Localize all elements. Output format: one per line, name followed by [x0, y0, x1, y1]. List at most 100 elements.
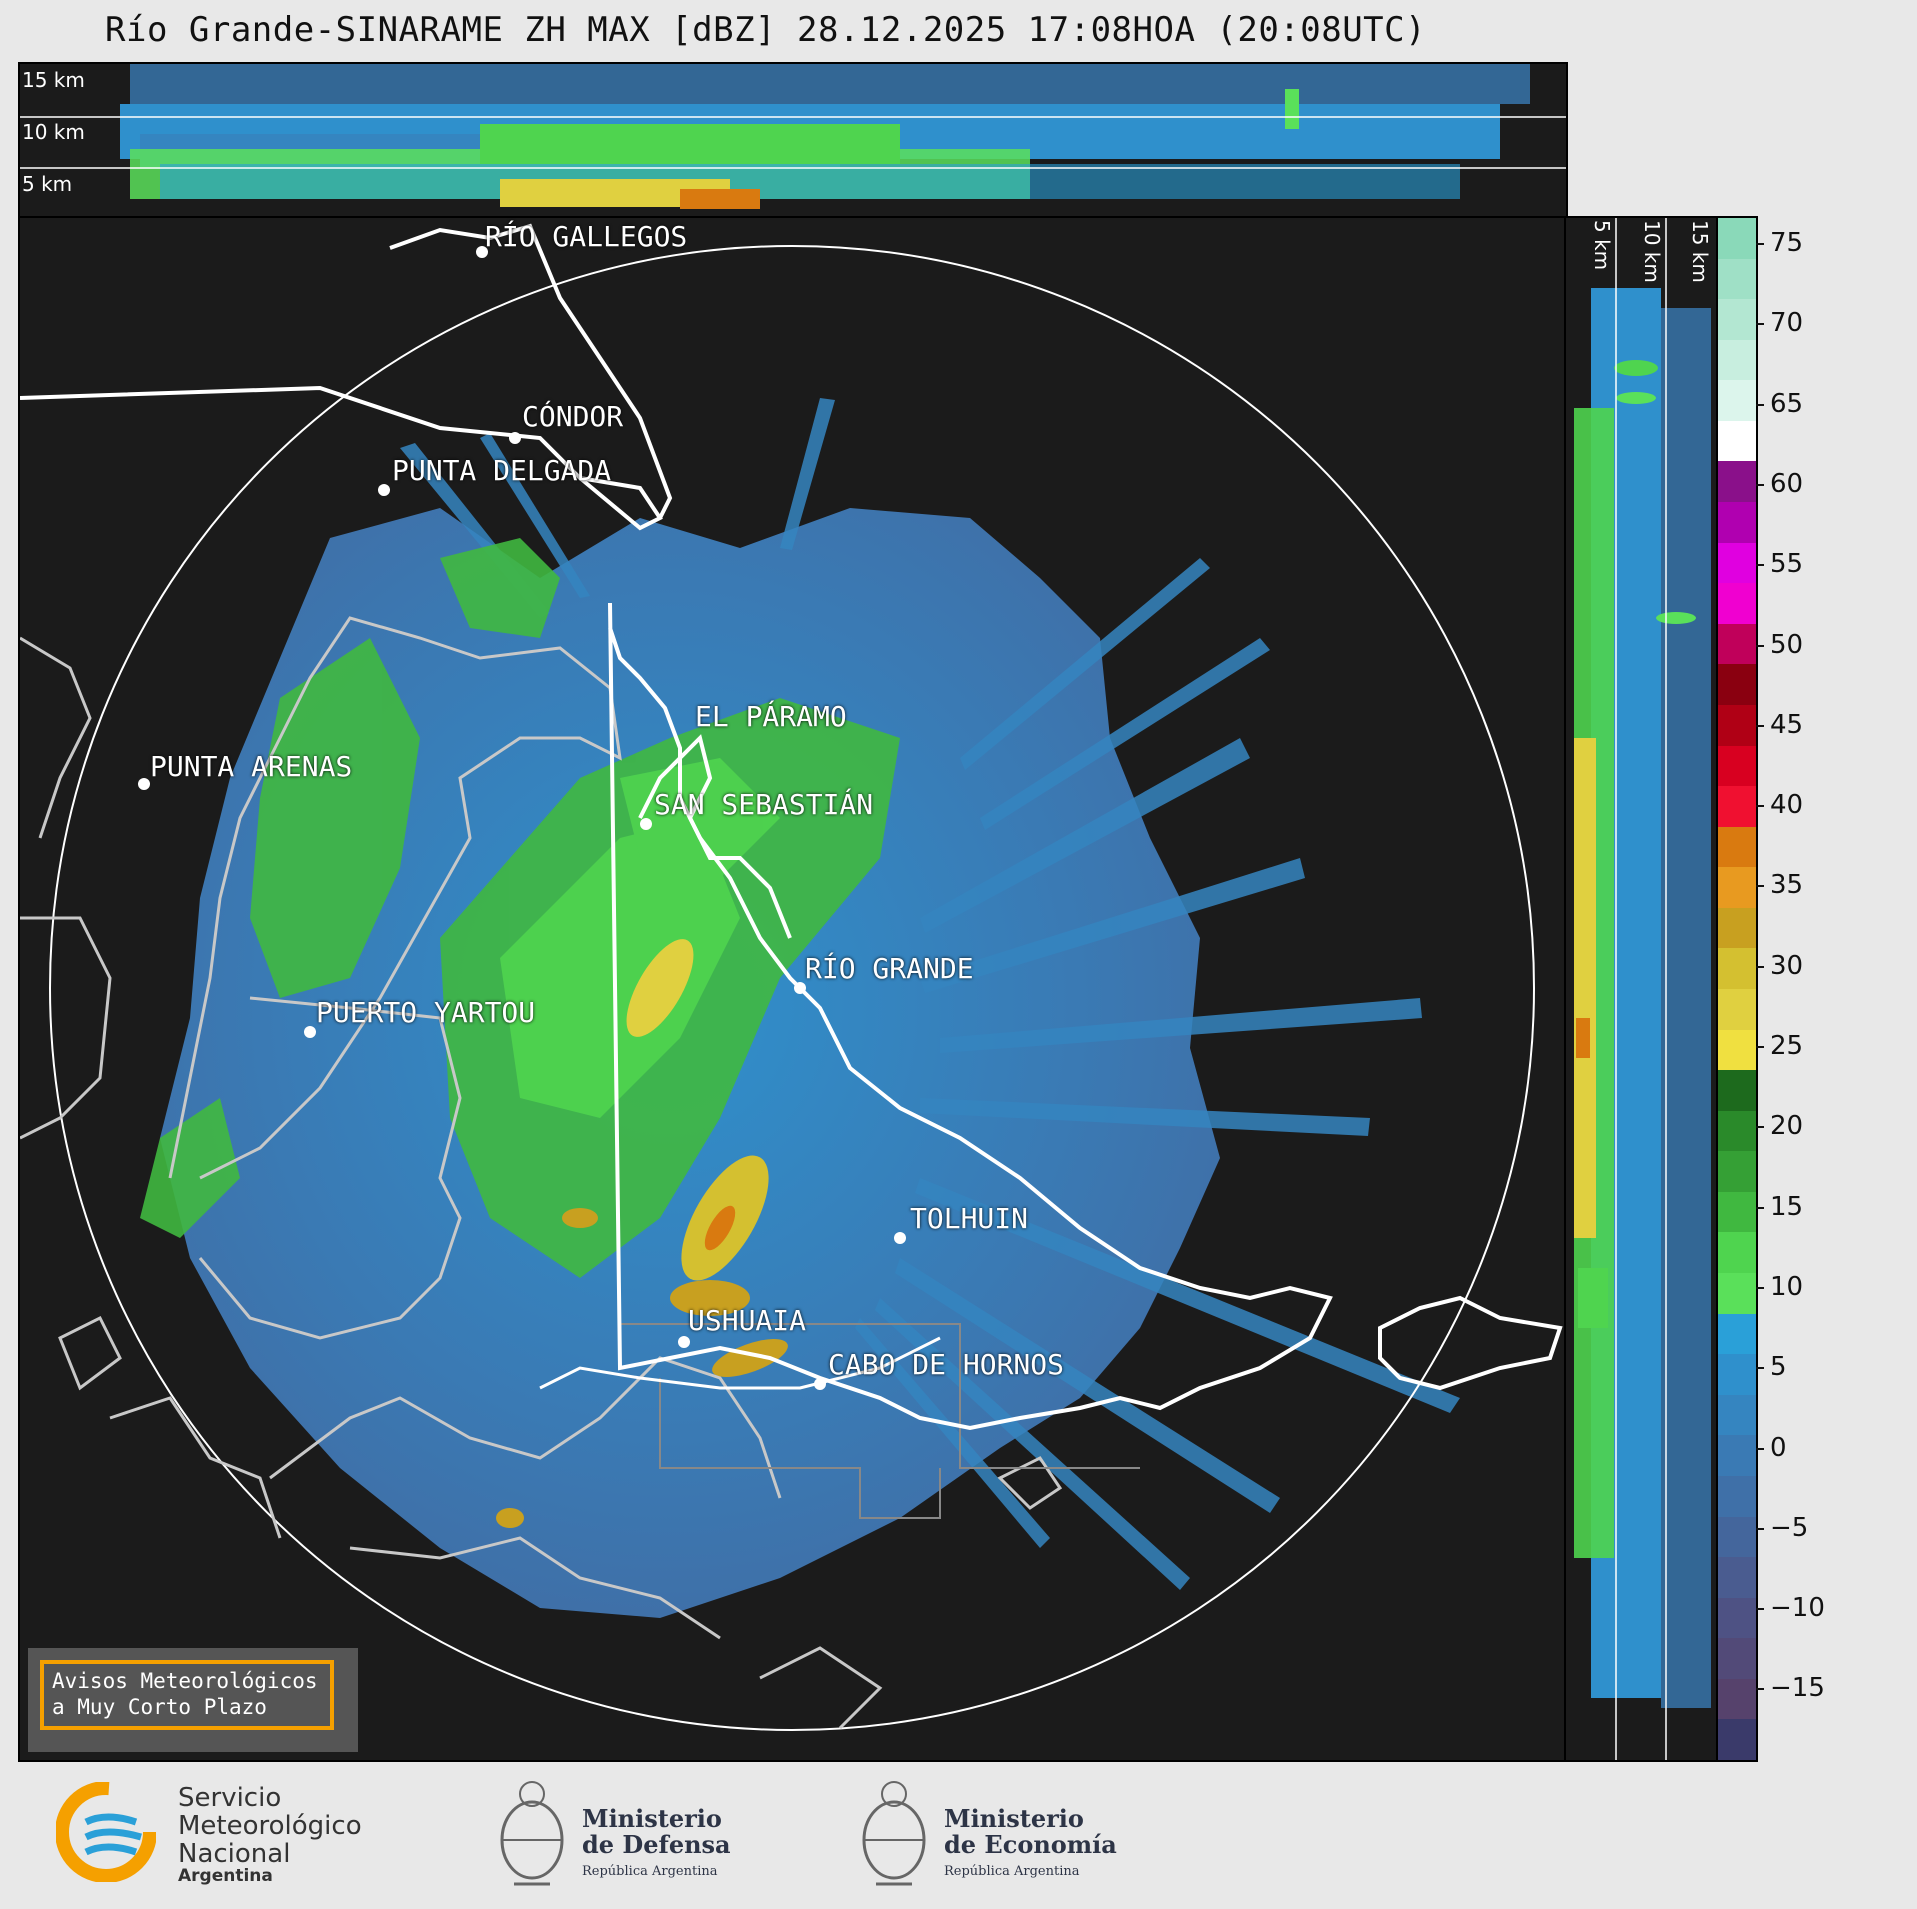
radar-site-dot-rio-grande: [794, 982, 806, 994]
place-label-punta-delgada: PUNTA DELGADA: [392, 454, 612, 487]
map-title: Río Grande-SINARAME ZH MAX [dBZ] 28.12.2…: [105, 10, 1427, 50]
city-dot-ushuaia: [678, 1336, 690, 1348]
side-cross-section-echo: [1574, 218, 1711, 1760]
colorbar-segment: [1718, 420, 1756, 462]
colorbar-segment: [1718, 583, 1756, 624]
boundaries: [20, 223, 1563, 1431]
colorbar-segment: [1718, 1232, 1756, 1274]
economia-line-1: Ministerio: [944, 1804, 1084, 1833]
economia-line-2: de Economía: [944, 1830, 1117, 1859]
smn-logo-name: Servicio Meteorológico Nacional: [178, 1784, 362, 1868]
colorbar-segment: [1718, 380, 1756, 421]
colorbar-segment: [1718, 1475, 1756, 1517]
colorbar-tick-label: 50: [1756, 630, 1803, 660]
colorbar-segment: [1718, 948, 1756, 989]
colorbar-tick-label: 5: [1756, 1352, 1787, 1382]
top-cross-section-echo: [20, 64, 1566, 209]
warning-box: Avisos Meteorológicos a Muy Corto Plazo: [28, 1648, 358, 1752]
smn-line-1: Servicio: [178, 1783, 282, 1813]
colorbar-segment: [1718, 1597, 1756, 1639]
colorbar-tick-label: 65: [1756, 389, 1803, 419]
radar-map-panel: RÍO GALLEGOS CÓNDOR PUNTA DELGADA EL PÁR…: [18, 216, 1568, 1762]
colorbar-segment: [1718, 1029, 1756, 1071]
colorbar-segment: [1718, 664, 1756, 705]
city-dot-punta-arenas: [138, 778, 150, 790]
colorbar-tick-label: 20: [1756, 1111, 1803, 1141]
place-label-san-sebastian: SAN SEBASTIÁN: [654, 788, 874, 821]
colorbar-segment: [1718, 786, 1756, 827]
place-label-rio-grande: RÍO GRANDE: [805, 952, 974, 985]
colorbar-segment: [1718, 704, 1756, 746]
colorbar-segment: [1718, 542, 1756, 584]
colorbar-segment: [1718, 339, 1756, 381]
top-height-label-15km: 15 km: [22, 68, 85, 92]
coat-of-arms-economia-icon: [862, 1781, 926, 1886]
colorbar-segment: [1718, 867, 1756, 908]
colorbar-segment: [1718, 907, 1756, 949]
colorbar-segment: [1718, 1719, 1756, 1760]
colorbar-segment: [1718, 299, 1756, 340]
colorbar-segment: [1718, 1354, 1756, 1395]
colorbar-tick-label: 55: [1756, 549, 1803, 579]
colorbar-segment: [1718, 1516, 1756, 1558]
colorbar-segment: [1718, 218, 1756, 259]
smn-country: Argentina: [178, 1866, 273, 1886]
colorbar-segment: [1718, 258, 1756, 300]
city-dot-cabo-de-hornos: [814, 1378, 826, 1390]
place-label-el-paramo: EL PÁRAMO: [695, 700, 847, 733]
top-height-label-5km: 5 km: [22, 172, 73, 196]
colorbar-tick-label: 25: [1756, 1031, 1803, 1061]
defensa-line-1: Ministerio: [582, 1804, 722, 1833]
place-label-puerto-yartou: PUERTO YARTOU: [316, 996, 536, 1029]
city-dot-rio-gallegos: [476, 246, 488, 258]
colorbar-segment: [1718, 745, 1756, 787]
place-label-tolhuin: TOLHUIN: [910, 1202, 1029, 1235]
colorbar-segment: [1718, 1313, 1756, 1355]
colorbar-segment: [1718, 1435, 1756, 1476]
strong-echo-cores: [496, 939, 788, 1528]
place-label-cabo-de-hornos: CABO DE HORNOS: [828, 1348, 1065, 1381]
colorbar-segment: [1718, 1191, 1756, 1233]
colorbar-segment: [1718, 1678, 1756, 1720]
economia-logo-name: Ministerio de Economía: [944, 1806, 1117, 1858]
city-dot-tolhuin: [894, 1232, 906, 1244]
colorbar-tick-label: 10: [1756, 1272, 1803, 1302]
colorbar-segment: [1718, 988, 1756, 1030]
city-dot-san-sebastian: [640, 818, 652, 830]
radial-streaks: [400, 398, 1460, 1590]
smn-logo-icon: [56, 1782, 156, 1882]
side-cross-section-panel: 5 km 10 km 15 km: [1564, 216, 1718, 1762]
city-dot-puerto-yartou: [304, 1026, 316, 1038]
colorbar-tick-label: 45: [1756, 710, 1803, 740]
colorbar-tick-label: 30: [1756, 951, 1803, 981]
city-dot-condor: [509, 432, 521, 444]
place-label-punta-arenas: PUNTA ARENAS: [150, 750, 353, 783]
place-label-condor: CÓNDOR: [522, 400, 624, 433]
colorbar-segment: [1718, 461, 1756, 503]
colorbar-tick-label: 0: [1756, 1433, 1787, 1463]
colorbar: [1716, 216, 1758, 1762]
colorbar-segment: [1718, 1394, 1756, 1436]
smn-line-3: Nacional: [178, 1839, 291, 1869]
defensa-line-2: de Defensa: [582, 1830, 731, 1859]
colorbar-tick-label: −5: [1756, 1513, 1808, 1543]
colorbar-tick-label: 75: [1756, 228, 1803, 258]
colorbar-segment: [1718, 1110, 1756, 1152]
defensa-sub: República Argentina: [582, 1864, 718, 1879]
city-dot-punta-delgada: [378, 484, 390, 496]
side-height-label-5km: 5 km: [1590, 220, 1614, 271]
colorbar-segment: [1718, 826, 1756, 868]
colorbar-segment: [1718, 1557, 1756, 1598]
colorbar-segment: [1718, 1638, 1756, 1679]
coat-of-arms-defensa-icon: [500, 1781, 564, 1886]
warning-box-text: Avisos Meteorológicos a Muy Corto Plazo: [40, 1660, 334, 1730]
footer: Servicio Meteorológico Nacional Argentin…: [0, 1760, 1917, 1909]
beagle-channel: [539, 1336, 941, 1390]
coastlines-chile: [20, 616, 1063, 1730]
colorbar-tick-label: 35: [1756, 870, 1803, 900]
colorbar-segment: [1718, 623, 1756, 665]
colorbar-segment: [1718, 502, 1756, 543]
side-height-label-15km: 15 km: [1688, 220, 1712, 283]
colorbar-tick-label: −10: [1756, 1593, 1825, 1623]
colorbar-segment: [1718, 1151, 1756, 1192]
